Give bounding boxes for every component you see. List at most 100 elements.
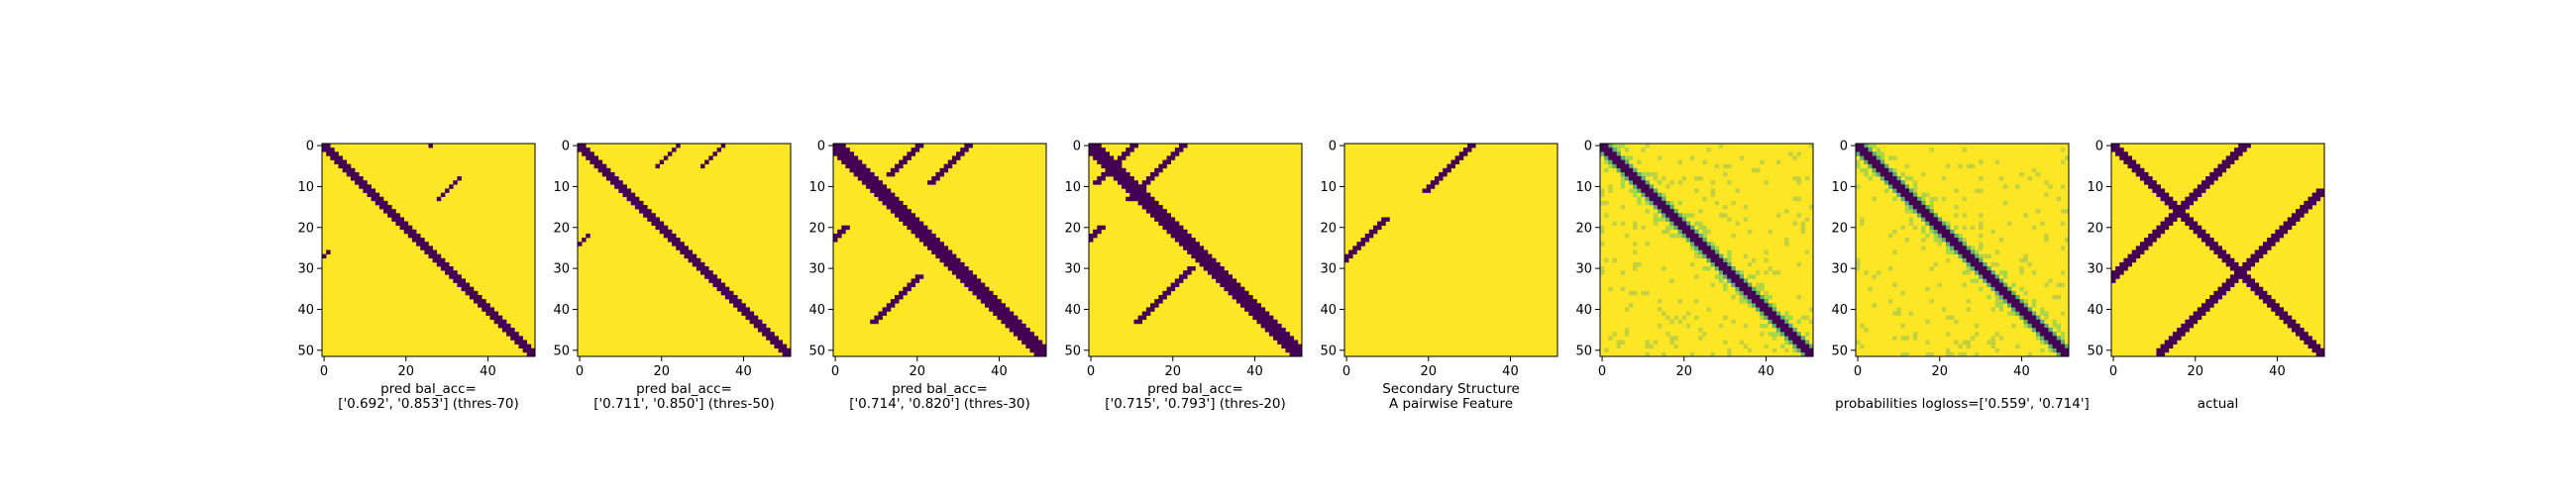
heatmap-cell	[590, 155, 594, 160]
x-tick-label: 20	[1931, 364, 1948, 379]
heatmap-cell	[1735, 290, 1740, 296]
heatmap-cell	[1297, 344, 1303, 349]
heatmap-cell	[2040, 319, 2045, 325]
heatmap-cell	[1970, 163, 1976, 169]
axes-frame	[832, 143, 1047, 357]
heatmap-cell	[1620, 171, 1626, 177]
heatmap-cell	[2064, 351, 2070, 357]
heatmap-cell	[1941, 196, 1947, 202]
heatmap-cell	[2193, 192, 2199, 198]
heatmap-cell	[931, 249, 936, 254]
heatmap-cell	[943, 257, 949, 263]
heatmap-cell	[1001, 319, 1006, 325]
heatmap-cell	[2135, 167, 2141, 173]
heatmap-cell	[2035, 319, 2041, 325]
heatmap-cell	[2229, 159, 2235, 164]
heatmap-cell	[1804, 351, 1810, 357]
heatmap-cell	[895, 294, 900, 300]
heatmap-cell	[2048, 278, 2053, 283]
heatmap-cell	[1718, 261, 1724, 267]
heatmap-cell	[2193, 221, 2199, 226]
heatmap-cell	[378, 205, 384, 210]
heatmap-cell	[1129, 192, 1134, 198]
heatmap-cell	[1187, 270, 1192, 275]
heatmap-cell	[518, 344, 523, 349]
heatmap-cell	[1714, 253, 1720, 259]
heatmap-cell	[1702, 266, 1707, 271]
heatmap-cell	[1277, 332, 1282, 337]
heatmap-cell	[1856, 257, 1861, 263]
heatmap-cell	[2197, 229, 2202, 235]
heatmap-cell	[626, 188, 632, 193]
heatmap-cell	[1628, 188, 1634, 193]
heatmap-cell	[1792, 196, 1797, 202]
heatmap-cell	[1633, 266, 1638, 271]
heatmap-cell	[346, 171, 352, 177]
heatmap-cell	[586, 155, 590, 160]
heatmap-cell	[1792, 336, 1797, 341]
heatmap-cell	[960, 274, 965, 279]
heatmap-cell	[720, 282, 726, 288]
heatmap-cell	[1808, 344, 1814, 349]
heatmap-cell	[1178, 229, 1184, 235]
heatmap-cell	[1285, 332, 1290, 337]
heatmap-cell	[903, 213, 908, 218]
heatmap-cell	[2156, 233, 2161, 239]
heatmap-cell	[2156, 225, 2161, 231]
heatmap-cell	[1872, 155, 1877, 160]
heatmap-cell	[2119, 270, 2124, 275]
heatmap-cell	[1649, 184, 1655, 189]
heatmap-cell	[1174, 229, 1180, 235]
heatmap-cell	[907, 282, 912, 288]
heatmap-cell	[1612, 332, 1617, 337]
heatmap-cell	[2131, 159, 2137, 164]
heatmap-cell	[1264, 323, 1270, 329]
y-tick-label: 40	[1064, 303, 1081, 318]
heatmap-cell	[350, 176, 356, 181]
heatmap-cell	[1662, 266, 1666, 271]
heatmap-cell	[2287, 319, 2293, 325]
heatmap-cell	[1925, 340, 1930, 345]
heatmap-cell	[1775, 323, 1781, 329]
heatmap-cell	[1994, 294, 2000, 300]
heatmap-cell	[1669, 200, 1674, 206]
heatmap-cell	[1203, 266, 1209, 271]
heatmap-cell	[1657, 299, 1663, 304]
heatmap-cell	[428, 249, 433, 254]
heatmap-cell	[2168, 344, 2174, 349]
heatmap-cell	[2015, 294, 2020, 300]
heatmap-cell	[1962, 225, 1967, 231]
heatmap-cell	[1929, 213, 1934, 218]
heatmap-cell	[1892, 167, 1897, 173]
heatmap-cell	[1162, 294, 1167, 300]
heatmap-cell	[1694, 221, 1699, 226]
heatmap-cell	[2287, 315, 2293, 321]
heatmap-cell	[903, 221, 908, 226]
heatmap-cell	[700, 163, 705, 169]
heatmap-cell	[1285, 344, 1290, 349]
heatmap-cell	[1694, 315, 1699, 321]
heatmap-cell	[2060, 332, 2066, 337]
heatmap-cell	[1673, 315, 1678, 321]
heatmap-cell	[1856, 184, 1861, 189]
heatmap-cell	[1178, 225, 1184, 231]
heatmap-cell	[526, 351, 532, 357]
heatmap-cell	[708, 274, 713, 279]
heatmap-cell	[2209, 171, 2214, 177]
heatmap-cell	[918, 233, 924, 239]
heatmap-cell	[1220, 270, 1225, 275]
heatmap-cell	[704, 274, 709, 279]
heatmap-cell	[1706, 257, 1711, 263]
heatmap-cell	[984, 294, 990, 300]
heatmap-cell	[1604, 144, 1609, 148]
heatmap-cell	[1224, 278, 1229, 283]
heatmap-cell	[1203, 249, 1209, 254]
heatmap-cell	[2225, 286, 2231, 292]
heatmap-cell	[1735, 286, 1740, 292]
heatmap-cell	[1293, 351, 1299, 357]
heatmap-cell	[355, 171, 360, 177]
heatmap-cell	[2006, 286, 2012, 292]
heatmap-cell	[1771, 311, 1777, 316]
heatmap-cell	[2296, 323, 2301, 329]
y-tick-label: 40	[2087, 303, 2103, 318]
